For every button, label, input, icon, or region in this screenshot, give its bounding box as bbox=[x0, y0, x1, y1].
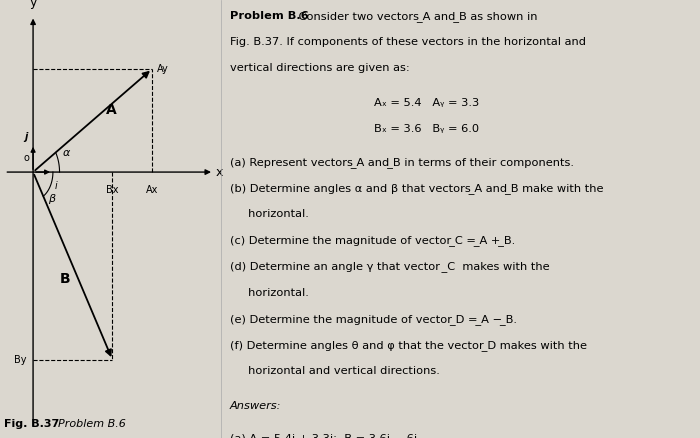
Text: (b) Determine angles α and β that vectors ̲A and ̲B make with the: (b) Determine angles α and β that vector… bbox=[230, 183, 603, 194]
Text: (a) ̲A = 5.4i̲ + 3.3j̲;  ̲B = 3.6i̲ − 6j̲: (a) ̲A = 5.4i̲ + 3.3j̲; ̲B = 3.6i̲ − 6j̲ bbox=[230, 433, 417, 438]
Text: Aₓ = 5.4   Aᵧ = 3.3: Aₓ = 5.4 Aᵧ = 3.3 bbox=[374, 98, 480, 108]
Text: A: A bbox=[106, 103, 117, 117]
Text: (f) Determine angles θ and φ that the vector ̲D makes with the: (f) Determine angles θ and φ that the ve… bbox=[230, 340, 587, 351]
Text: Answers:: Answers: bbox=[230, 401, 281, 411]
Text: y: y bbox=[29, 0, 37, 9]
Text: (e) Determine the magnitude of vector ̲D = ̲A − ̲B.: (e) Determine the magnitude of vector ̲D… bbox=[230, 314, 517, 325]
Text: (d) Determine an angle γ that vector  ̲C  makes with the: (d) Determine an angle γ that vector ̲C … bbox=[230, 261, 550, 272]
Text: o: o bbox=[24, 153, 30, 162]
Text: Problem B.6: Problem B.6 bbox=[50, 419, 125, 429]
Text: Consider two vectors ̲A and ̲B as shown in: Consider two vectors ̲A and ̲B as shown … bbox=[295, 11, 538, 22]
Text: horizontal.: horizontal. bbox=[230, 209, 309, 219]
Text: (c) Determine the magnitude of vector ̲C = ̲A + ̲B.: (c) Determine the magnitude of vector ̲C… bbox=[230, 235, 515, 246]
Text: β: β bbox=[48, 194, 55, 204]
Text: vertical directions are given as:: vertical directions are given as: bbox=[230, 64, 410, 74]
Text: B: B bbox=[60, 272, 71, 286]
Text: By: By bbox=[14, 355, 27, 365]
Text: Ay: Ay bbox=[157, 64, 168, 74]
Text: (a) Represent vectors ̲A and ̲B in terms of their components.: (a) Represent vectors ̲A and ̲B in terms… bbox=[230, 157, 574, 167]
Text: Problem B.6: Problem B.6 bbox=[230, 11, 309, 21]
Text: Ax: Ax bbox=[146, 184, 158, 194]
Text: horizontal.: horizontal. bbox=[230, 288, 309, 298]
Text: Fig. B.37. If components of these vectors in the horizontal and: Fig. B.37. If components of these vector… bbox=[230, 37, 586, 47]
Text: Bₓ = 3.6   Bᵧ = 6.0: Bₓ = 3.6 Bᵧ = 6.0 bbox=[374, 124, 479, 134]
Text: Bx: Bx bbox=[106, 184, 119, 194]
Text: i: i bbox=[55, 181, 58, 191]
Text: j: j bbox=[25, 132, 27, 142]
Text: α: α bbox=[63, 148, 70, 158]
Text: horizontal and vertical directions.: horizontal and vertical directions. bbox=[230, 366, 440, 376]
Text: x: x bbox=[216, 166, 223, 179]
Text: Fig. B.37: Fig. B.37 bbox=[4, 419, 60, 429]
